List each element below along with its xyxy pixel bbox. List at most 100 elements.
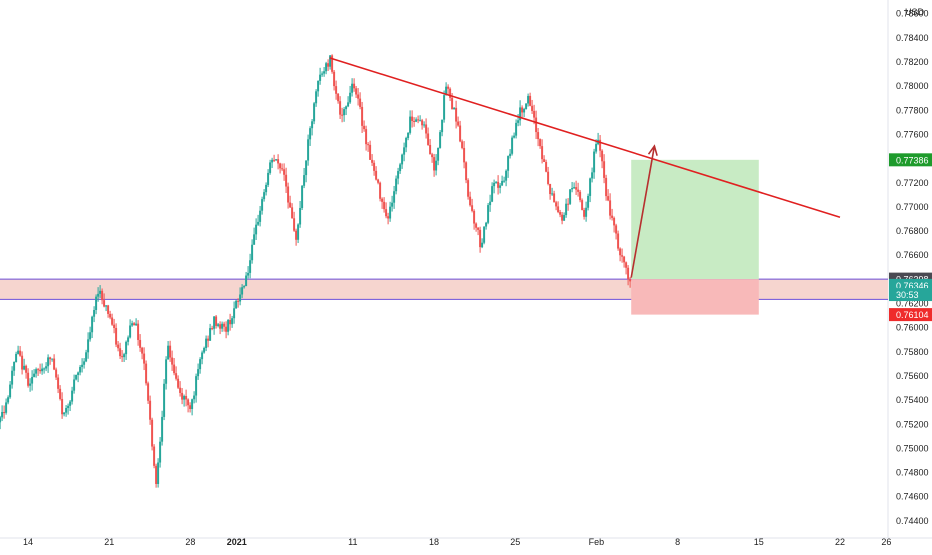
candle-body	[23, 365, 26, 370]
candle-body	[87, 339, 90, 353]
candle-body	[139, 339, 142, 348]
candle-body	[463, 147, 466, 163]
candle-body	[365, 129, 368, 145]
long-position-stop-zone[interactable]	[631, 279, 759, 315]
candle-body	[313, 103, 316, 122]
price-label-badge	[889, 288, 932, 302]
time-axis[interactable]: 14 21 28 2021 11 18 25 Feb 8 15 22 26	[23, 537, 891, 547]
candle-body	[527, 95, 530, 104]
candle-body	[401, 154, 404, 165]
candle-body	[165, 359, 168, 384]
candle-body	[271, 159, 274, 163]
candle-body	[3, 412, 6, 414]
candle-body	[99, 290, 102, 294]
candle-body	[495, 181, 498, 183]
candle-body	[15, 353, 18, 362]
resistance-trendline[interactable]	[329, 57, 841, 219]
candle-body	[239, 294, 242, 302]
candle-body	[61, 398, 64, 415]
candle-body	[501, 180, 504, 186]
candle-body	[211, 328, 214, 330]
candle-body	[25, 365, 28, 373]
candle-body	[615, 225, 618, 234]
time-tick-label: 25	[510, 537, 520, 547]
candle-body	[63, 412, 66, 415]
candle-body	[175, 373, 178, 379]
price-tick-label: 0.77800	[896, 105, 929, 115]
candle-body	[419, 120, 422, 122]
candle-body	[201, 352, 204, 360]
candle-body	[431, 154, 434, 158]
candle-body	[129, 325, 132, 338]
candle-body	[589, 178, 592, 196]
candle-body	[171, 357, 174, 365]
candle-body	[575, 187, 578, 190]
candle-body	[237, 300, 240, 302]
price-tick-label: 0.78600	[896, 9, 929, 19]
candle-body	[1, 412, 4, 418]
candle-body	[611, 215, 614, 218]
candle-body	[523, 109, 526, 113]
candle-body	[131, 323, 134, 326]
candle-body	[581, 200, 584, 210]
candle-body	[85, 352, 88, 362]
candle-body	[455, 107, 458, 122]
candle-body	[317, 80, 320, 92]
projection-arrow[interactable]	[630, 145, 656, 278]
candle-body	[493, 182, 496, 187]
price-tick-label: 0.75600	[896, 371, 929, 381]
price-tick-label: 0.78400	[896, 33, 929, 43]
price-label-text: 0.76346	[896, 281, 929, 291]
candle-body	[405, 137, 408, 148]
candle-body	[45, 366, 48, 369]
candle-body	[241, 287, 244, 295]
candle-body	[143, 353, 146, 364]
candle-body	[177, 378, 180, 388]
candle-body	[519, 107, 522, 121]
time-tick-label: 15	[754, 537, 764, 547]
candle-body	[205, 338, 208, 348]
candle-body	[465, 162, 468, 181]
candle-body	[187, 399, 190, 406]
price-label-badge	[889, 308, 932, 322]
candle-body	[195, 376, 198, 396]
candle-body	[219, 324, 222, 329]
candle-body	[395, 178, 398, 192]
price-tick-label: 0.78200	[896, 57, 929, 67]
candle-body	[397, 171, 400, 179]
candle-body	[349, 92, 352, 103]
candle-body	[371, 159, 374, 163]
price-tick-label: 0.74400	[896, 516, 929, 526]
candle-body	[235, 300, 238, 309]
candle-body	[385, 209, 388, 217]
candle-body	[415, 119, 418, 122]
candle-body	[135, 323, 138, 326]
long-position-profit-zone[interactable]	[631, 159, 759, 280]
candle-body	[127, 337, 130, 342]
candle-body	[335, 86, 338, 94]
candle-body	[489, 201, 492, 206]
candle-body	[595, 144, 598, 152]
candle-body	[433, 157, 436, 171]
candle-body	[623, 256, 626, 263]
candle-body	[277, 159, 280, 164]
candle-body	[377, 179, 380, 183]
time-tick-label: 18	[429, 537, 439, 547]
candle-body	[255, 224, 258, 235]
price-axis[interactable]: 0.74400 0.74600 0.74800 0.75000 0.75200 0.754…	[896, 9, 929, 526]
candle-body	[583, 209, 586, 217]
price-tick-label: 0.77200	[896, 178, 929, 188]
candle-body	[627, 267, 630, 280]
candle-body	[625, 262, 628, 268]
price-tick-label: 0.76000	[896, 323, 929, 333]
candle-body	[97, 293, 100, 297]
candle-body	[497, 181, 500, 188]
candle-body	[343, 109, 346, 116]
candle-body	[427, 133, 430, 145]
candle-body	[605, 177, 608, 197]
candle-body	[515, 122, 518, 136]
candle-body	[487, 205, 490, 223]
candle-body	[521, 107, 524, 113]
